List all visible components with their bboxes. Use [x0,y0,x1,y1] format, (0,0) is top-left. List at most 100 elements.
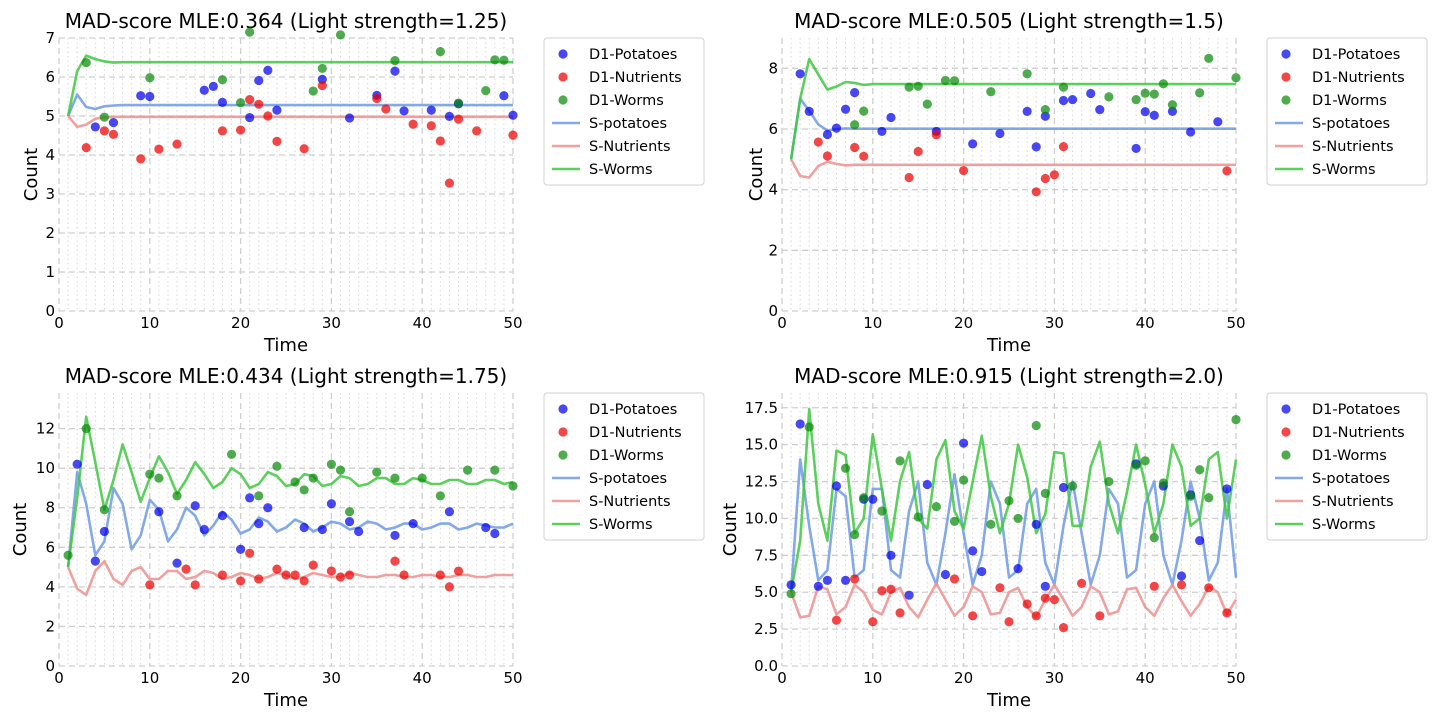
d1-nutrients-point [1149,581,1159,591]
x-tick-label: 50 [1226,314,1245,332]
d1-potatoes-point [1131,143,1141,154]
d1-worms-point [1195,88,1205,98]
d1-worms-point [913,81,923,91]
d1-worms-point [949,516,960,526]
d1-potatoes-point [1222,484,1232,494]
d1-nutrients-point [136,154,146,164]
x-tick-label: 10 [140,314,159,332]
d1-nutrients-point [444,178,455,188]
d1-potatoes-point [795,69,805,79]
d1-nutrients-point [299,144,309,154]
grid [781,38,1237,312]
d1-potatoes-point [977,566,987,577]
y-tick-label: 7 [45,29,55,47]
d1-worms-point [1140,88,1150,98]
d1-potatoes-point [886,112,896,123]
d1-nutrients-point [850,142,860,153]
d1-potatoes-point [344,516,355,527]
d1-worms-point [959,475,969,485]
legend-marker [558,72,568,82]
y-axis-label: Count [10,503,31,556]
d1-worms-point [840,463,851,473]
d1-worms-point [81,424,91,434]
legend-box [1266,37,1428,186]
d1-potatoes-point [804,106,814,117]
chart-title: MAD-score MLE:0.434 (Light strength=1.75… [65,364,507,388]
legend-label: S-Nutrients [1312,139,1394,155]
d1-nutrients-point [913,146,923,157]
x-axis-label: Time [263,335,308,356]
d1-worms-point [1204,53,1214,63]
d1-potatoes-point [499,91,509,101]
d1-worms-point [986,87,996,97]
y-tick-label: 4 [768,181,778,199]
d1-nutrients-point [99,126,109,136]
d1-potatoes-point [840,104,851,114]
d1-worms-point [850,530,860,540]
d1-worms-point [986,519,996,529]
legend-label: D1-Potatoes [1312,47,1400,63]
y-tick-label: 4 [45,146,55,164]
x-tick-label: 20 [231,314,250,332]
d1-potatoes-point [90,122,100,132]
legend-label: S-Worms [1312,517,1376,533]
d1-worms-point [145,469,155,479]
d1-potatoes-point [968,546,978,556]
d1-nutrients-point [426,121,436,131]
d1-worms-point [1231,414,1241,425]
d1-worms-point [1158,478,1168,488]
d1-nutrients-point [381,104,391,114]
d1-nutrients-point [453,566,464,576]
d1-potatoes-point [1040,111,1050,121]
d1-worms-point [217,75,228,85]
d1-worms-point [859,106,869,116]
d1-nutrients-point [1176,580,1187,590]
d1-worms-point [372,467,382,477]
d1-nutrients-point [859,151,869,161]
d1-worms-point [236,98,246,108]
legend-label: S-Nutrients [589,494,671,510]
d1-potatoes-point [199,524,209,535]
y-tick-label: 15.0 [745,436,778,454]
d1-nutrients-point [217,570,228,580]
d1-worms-point [308,86,318,96]
x-tick-label: 0 [54,669,64,687]
legend-label: S-Nutrients [589,139,671,155]
d1-worms-point [490,465,500,475]
d1-worms-point [463,465,473,475]
legend-label: D1-Worms [1312,448,1387,464]
d1-potatoes-point [1031,142,1041,152]
legend-label: D1-Nutrients [1312,425,1405,441]
legend-label: D1-Nutrients [589,70,682,86]
d1-potatoes-point [190,501,200,511]
d1-worms-point [1158,79,1168,89]
d1-worms-point [254,491,264,501]
d1-nutrients-point [931,130,941,140]
legend-marker [1281,49,1291,59]
y-tick-label: 5 [45,107,55,125]
d1-nutrients-point [408,119,418,129]
d1-worms-point [99,505,109,515]
s-nutrients-line [789,582,1238,619]
y-tick-label: 2 [768,241,778,259]
d1-worms-point [1031,420,1041,431]
d1-potatoes-point [922,479,932,490]
d1-potatoes-point [1213,117,1223,127]
d1-worms-point [1022,69,1032,79]
legend-marker [558,95,568,105]
d1-potatoes-point [263,503,273,513]
d1-nutrients-point [1004,617,1014,627]
d1-nutrients-point [236,125,246,135]
d1-worms-point [1167,100,1178,110]
y-tick-label: 0 [45,302,55,320]
y-tick-label: 0.0 [754,657,778,675]
d1-potatoes-point [959,438,969,448]
d1-nutrients-point [290,570,300,580]
d1-potatoes-point [426,105,436,115]
d1-nutrients-point [1058,141,1069,152]
legend-marker [1281,404,1291,414]
d1-nutrients-point [886,584,896,594]
d1-potatoes-point [822,575,833,586]
d1-potatoes-point [1086,88,1096,99]
d1-nutrients-point [272,136,282,146]
